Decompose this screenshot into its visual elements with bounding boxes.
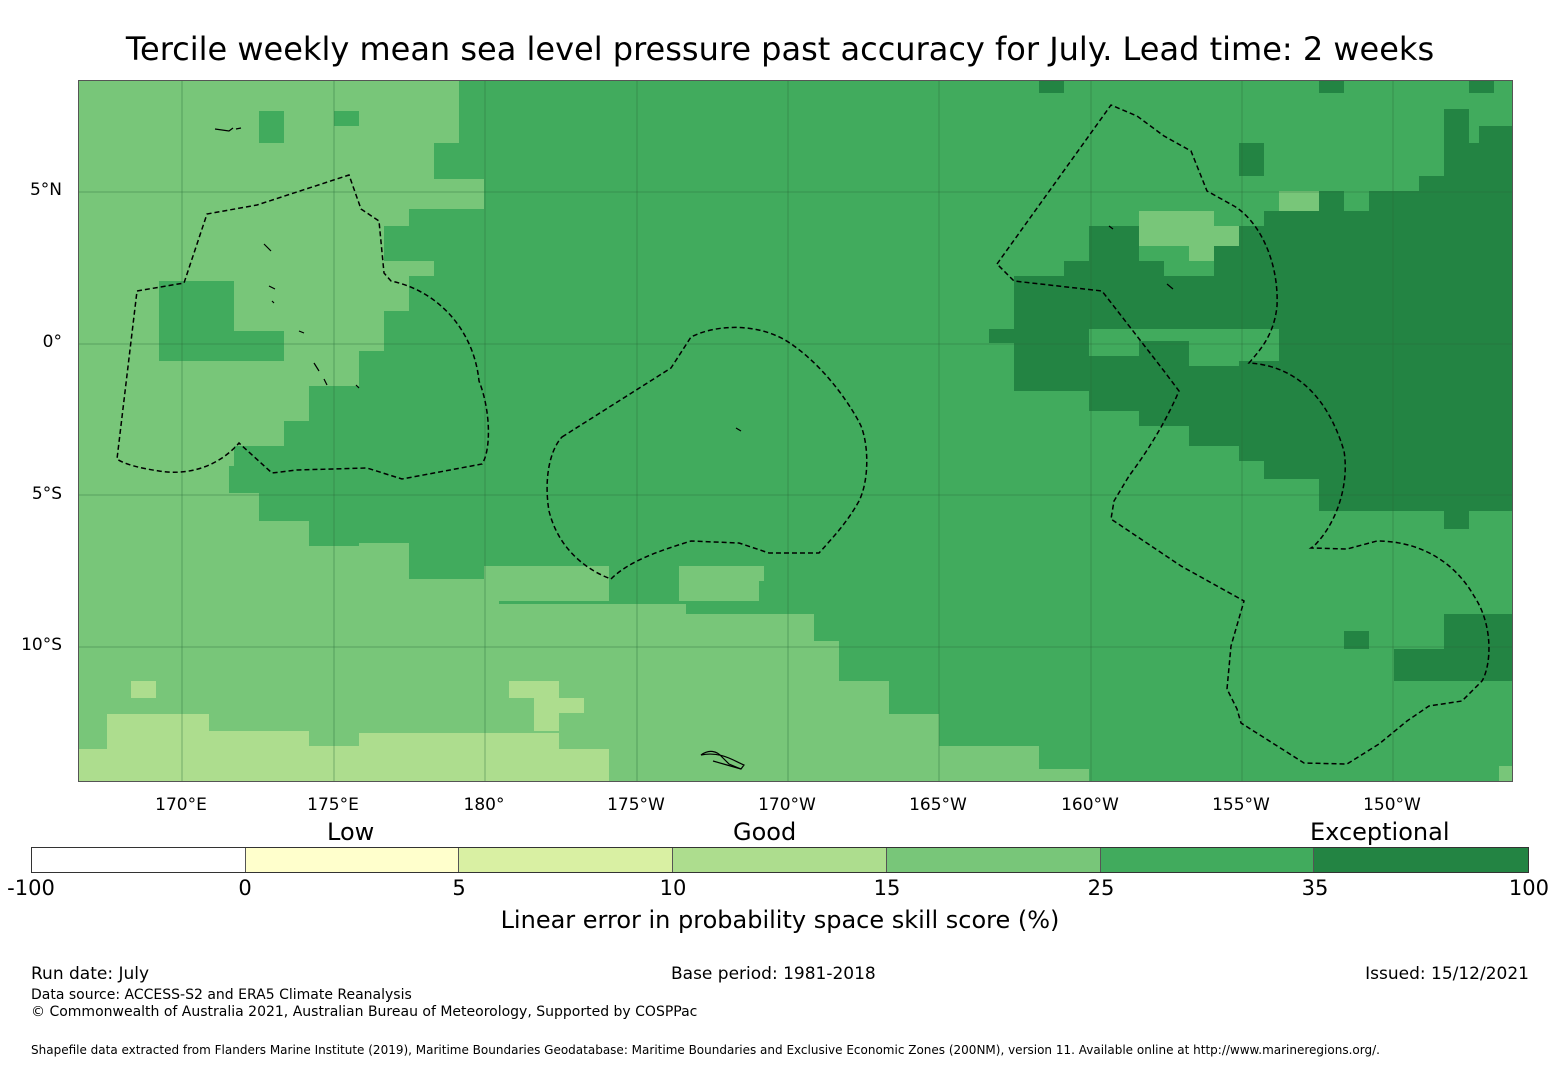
island-coastlines xyxy=(214,127,1174,770)
lon-label-180: 180° xyxy=(463,795,505,815)
category-label-low: Low xyxy=(327,818,375,846)
eez-phoenix xyxy=(546,326,868,580)
lon-label-175w: 175°W xyxy=(607,795,665,815)
colorbar-segment xyxy=(32,848,246,872)
colorbar-segment xyxy=(886,848,1101,872)
skill-region-35-100 xyxy=(989,81,1512,681)
colorbar-tick: 25 xyxy=(1087,876,1115,900)
base-period: Base period: 1981-2018 xyxy=(671,964,876,984)
eez-line-islands xyxy=(996,104,1490,765)
data-source: Data source: ACCESS-S2 and ERA5 Climate … xyxy=(31,987,412,1003)
colorbar-segment xyxy=(673,848,887,872)
copyright: © Commonwealth of Australia 2021, Austra… xyxy=(31,1004,698,1020)
run-date: Run date: July xyxy=(31,964,150,984)
lon-label-155w: 155°W xyxy=(1212,795,1270,815)
colorbar-tick: 5 xyxy=(452,876,466,900)
issued-date: Issued: 15/12/2021 xyxy=(1365,964,1529,984)
lon-label-165w: 165°W xyxy=(909,795,967,815)
lon-label-160w: 160°W xyxy=(1061,795,1119,815)
colorbar-tick: 100 xyxy=(1508,876,1549,900)
island-marks xyxy=(214,127,1174,432)
colorbar-segment xyxy=(1100,848,1315,872)
map-canvas xyxy=(79,81,1512,781)
colorbar-title: Linear error in probability space skill … xyxy=(500,906,1060,934)
colorbar-tick: 15 xyxy=(873,876,901,900)
category-label-exceptional: Exceptional xyxy=(1310,818,1450,846)
lon-label-175e: 175°E xyxy=(307,795,359,815)
eez-tuvalu-kiribati-west xyxy=(116,174,490,480)
skill-score-map xyxy=(78,80,1513,782)
graticule xyxy=(79,81,1512,781)
colorbar-segment xyxy=(245,848,460,872)
colorbar-tick: 35 xyxy=(1301,876,1329,900)
colorbar xyxy=(31,847,1529,873)
lat-label-0: 0° xyxy=(42,332,62,352)
colorbar-segment xyxy=(459,848,674,872)
category-label-good: Good xyxy=(733,818,797,846)
colorbar-segment xyxy=(1314,848,1529,872)
samoa-islands xyxy=(700,750,745,770)
lat-label-10s: 10°S xyxy=(21,635,62,655)
shapefile-credit: Shapefile data extracted from Flanders M… xyxy=(31,1043,1380,1057)
eez-boundaries xyxy=(116,104,1490,765)
lat-label-5s: 5°S xyxy=(31,484,62,504)
colorbar-tick: 10 xyxy=(659,876,687,900)
lon-label-170e: 170°E xyxy=(155,795,207,815)
colorbar-tick: 0 xyxy=(238,876,252,900)
lon-label-150w: 150°W xyxy=(1363,795,1421,815)
lat-label-5n: 5°N xyxy=(29,180,62,200)
colorbar-tick: -100 xyxy=(7,876,55,900)
skill-region-10-15 xyxy=(79,681,609,781)
map-title: Tercile weekly mean sea level pressure p… xyxy=(125,30,1435,68)
lon-label-170w: 170°W xyxy=(758,795,816,815)
